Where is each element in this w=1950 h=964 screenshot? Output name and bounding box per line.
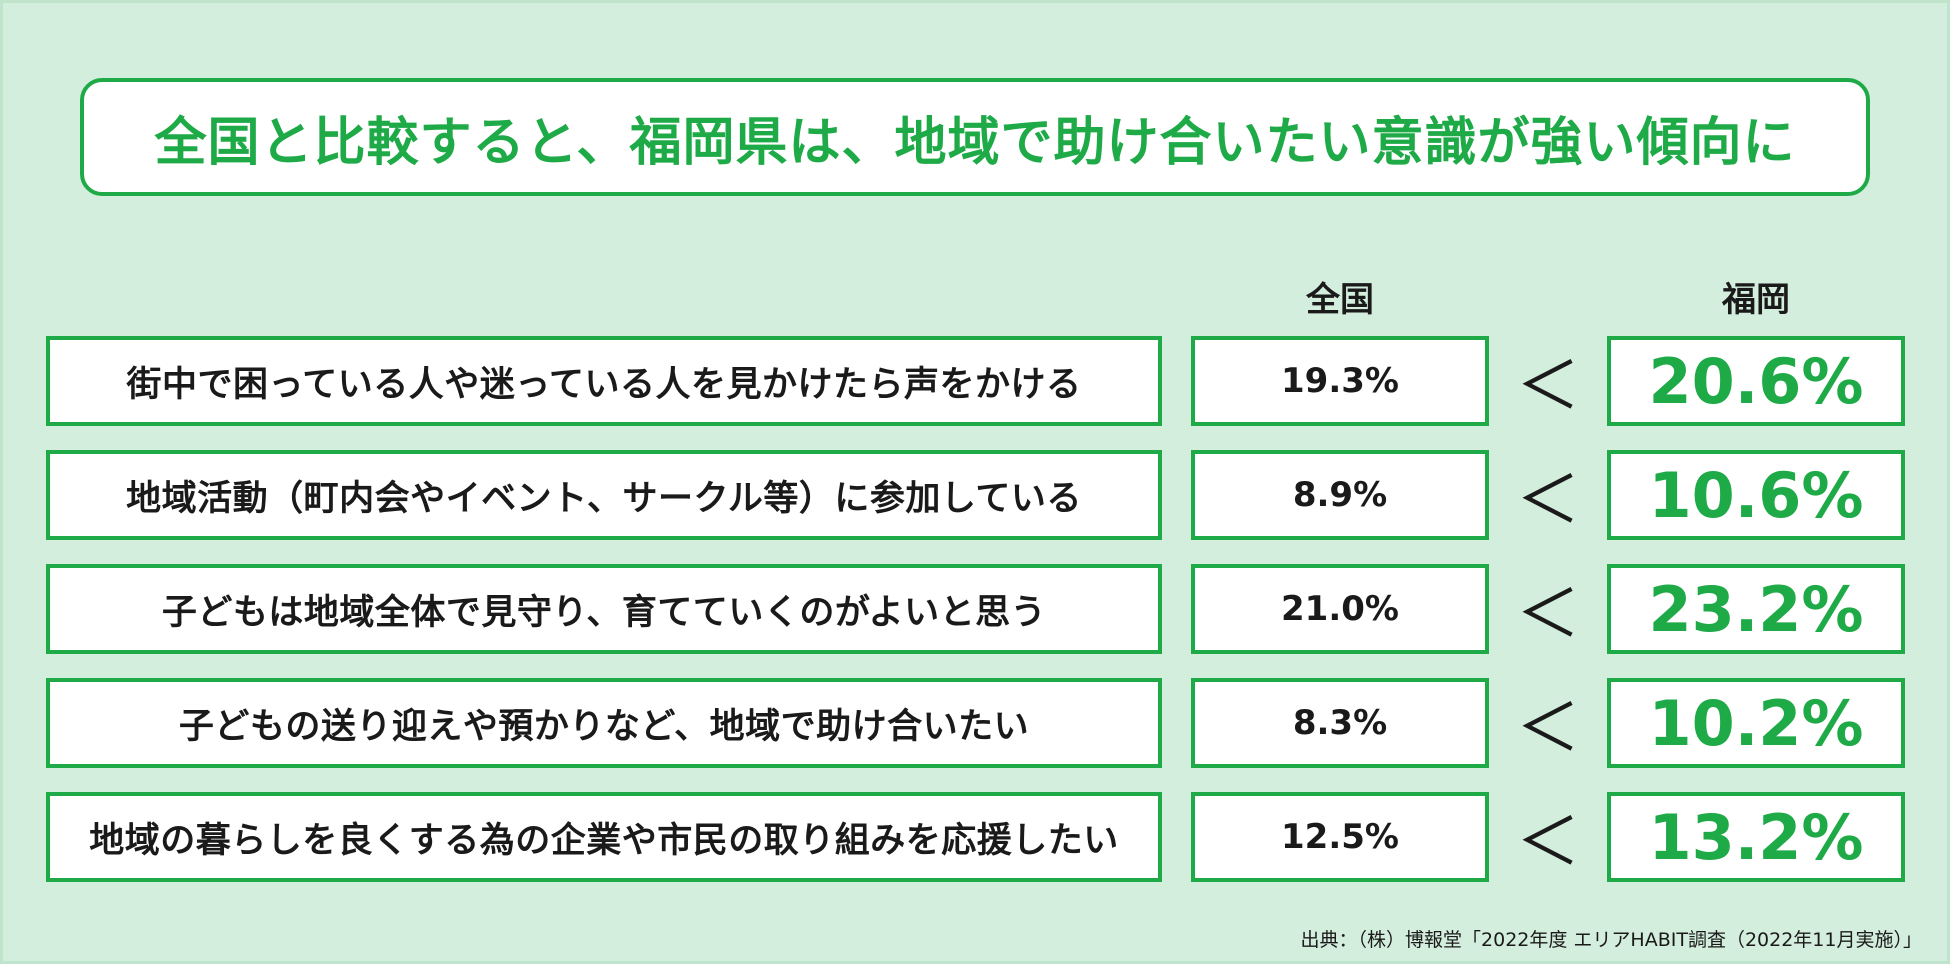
fukuoka-value: 10.2% [1648,686,1864,760]
national-value-box: 8.9% [1191,450,1489,540]
table-row: 子どもは地域全体で見守り、育てていくのがよいと思う 21.0% ＜ 23.2% [0,564,1950,654]
row-label-box: 地域の暮らしを良くする為の企業や市民の取り組みを応援したい [46,792,1162,882]
fukuoka-value: 13.2% [1648,800,1864,874]
less-than-sign: ＜ [1516,692,1580,766]
row-label: 地域活動（町内会やイベント、サークル等）に参加している [126,478,1082,519]
row-label: 街中で困っている人や迷っている人を見かけたら声をかける [126,364,1082,405]
less-than-sign: ＜ [1516,350,1580,424]
fukuoka-value-box: 10.2% [1607,678,1905,768]
fukuoka-value-box: 10.6% [1607,450,1905,540]
less-than-sign: ＜ [1516,806,1580,880]
table-row: 地域の暮らしを良くする為の企業や市民の取り組みを応援したい 12.5% ＜ 13.2% [0,792,1950,882]
row-label: 地域の暮らしを良くする為の企業や市民の取り組みを応援したい [89,820,1119,861]
chart-title: 全国と比較すると、福岡県は、地域で助け合いたい意識が強い傾向に [154,112,1796,173]
row-label-box: 子どもは地域全体で見守り、育てていくのがよいと思う [46,564,1162,654]
row-label: 子どもは地域全体で見守り、育てていくのがよいと思う [161,592,1047,633]
national-value-box: 21.0% [1191,564,1489,654]
less-than-sign: ＜ [1516,464,1580,538]
row-label-box: 街中で困っている人や迷っている人を見かけたら声をかける [46,336,1162,426]
national-value-box: 12.5% [1191,792,1489,882]
table-row: 子どもの送り迎えや預かりなど、地域で助け合いたい 8.3% ＜ 10.2% [0,678,1950,768]
source-note: 出典：（株）博報堂「2022年度 エリアHABIT調査（2022年11月実施）」 [1300,929,1922,951]
fukuoka-value-box: 23.2% [1607,564,1905,654]
fukuoka-value-box: 20.6% [1607,336,1905,426]
column-header-national: 全国 [1306,280,1374,320]
title-box: 全国と比較すると、福岡県は、地域で助け合いたい意識が強い傾向に [80,78,1870,196]
national-value-box: 8.3% [1191,678,1489,768]
column-header-fukuoka: 福岡 [1722,280,1790,320]
row-label-box: 地域活動（町内会やイベント、サークル等）に参加している [46,450,1162,540]
national-value: 12.5% [1281,817,1399,857]
national-value: 8.9% [1292,475,1388,515]
less-than-sign: ＜ [1516,578,1580,652]
national-value: 19.3% [1281,361,1399,401]
fukuoka-value: 20.6% [1648,344,1864,418]
table-row: 街中で困っている人や迷っている人を見かけたら声をかける 19.3% ＜ 20.6% [0,336,1950,426]
fukuoka-value-box: 13.2% [1607,792,1905,882]
national-value: 21.0% [1281,589,1399,629]
national-value-box: 19.3% [1191,336,1489,426]
fukuoka-value: 23.2% [1648,572,1864,646]
fukuoka-value: 10.6% [1648,458,1864,532]
national-value: 8.3% [1292,703,1388,743]
row-label-box: 子どもの送り迎えや預かりなど、地域で助け合いたい [46,678,1162,768]
table-row: 地域活動（町内会やイベント、サークル等）に参加している 8.9% ＜ 10.6% [0,450,1950,540]
row-label: 子どもの送り迎えや預かりなど、地域で助け合いたい [178,706,1030,747]
